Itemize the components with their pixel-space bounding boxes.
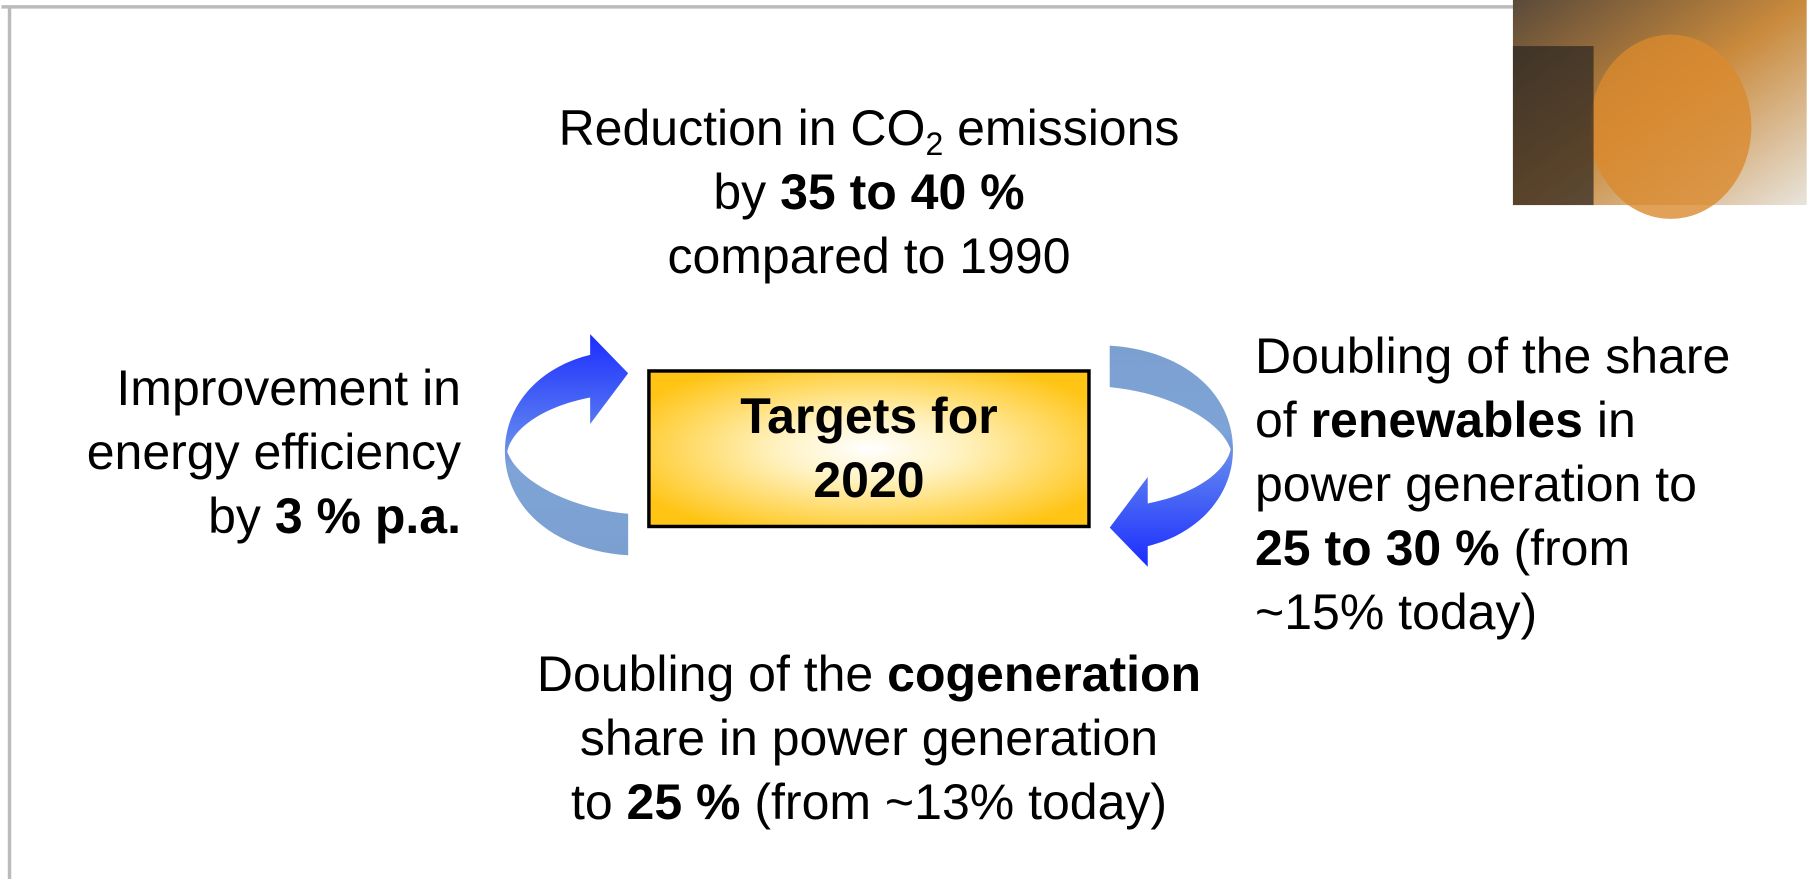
cogeneration-target: Doubling of the cogeneration share in pow… [369, 642, 1369, 834]
text-line: 25 to 30 % (from [1255, 516, 1730, 580]
text-run: to [570, 774, 627, 830]
left-arrow [504, 334, 629, 556]
text-run: emissions [943, 100, 1180, 156]
text-line: of renewables in [1255, 388, 1730, 452]
text-line: compared to 1990 [469, 224, 1269, 288]
text-line: Improvement in [20, 356, 461, 420]
text-run: (from [1499, 520, 1631, 576]
text-run: Improvement in [116, 360, 461, 416]
text-line: Targets for [649, 384, 1089, 448]
text-line: Reduction in CO2 emissions [469, 96, 1269, 160]
text-run: Targets for [740, 388, 998, 444]
text-run: power generation to [1255, 456, 1697, 512]
co2-target: Reduction in CO2 emissions by 35 to 40 % c… [469, 96, 1269, 288]
text-line: energy efficiency [20, 420, 461, 484]
text-run: by [713, 164, 781, 220]
text-run: share in power generation [579, 710, 1159, 766]
right-arrow [1109, 345, 1233, 567]
text-run: in [1582, 392, 1636, 448]
targets-title: Targets for 2020 [649, 384, 1089, 512]
text-line: share in power generation [369, 706, 1369, 770]
text-run: 3 % p.a. [274, 488, 461, 544]
text-run: 35 to 40 % [780, 164, 1025, 220]
photo-table [1590, 34, 1752, 219]
slide-frame [1, 5, 1513, 879]
renewables-target: Doubling of the share of renewables in pow… [1255, 324, 1730, 644]
photo-people [1512, 46, 1594, 206]
text-run: energy efficiency [86, 424, 461, 480]
text-run: renewables [1310, 392, 1583, 448]
text-run: 2020 [813, 452, 925, 508]
text-line: 2020 [649, 448, 1089, 512]
text-line: to 25 % (from ~13% today) [369, 770, 1369, 834]
text-line: by 3 % p.a. [20, 484, 461, 548]
text-run: of [1255, 392, 1311, 448]
text-run: (from ~13% today) [740, 774, 1168, 830]
text-line: ~15% today) [1255, 580, 1730, 644]
text-run: 2 [925, 126, 944, 162]
text-run: cogeneration [887, 646, 1202, 702]
target-box [647, 369, 1091, 529]
text-run: ~15% today) [1255, 584, 1538, 640]
text-line: Doubling of the share [1255, 324, 1730, 388]
text-line: by 35 to 40 % [469, 160, 1269, 224]
text-run: compared to 1990 [667, 228, 1071, 284]
text-run: by [208, 488, 275, 544]
text-run: Doubling of the share [1255, 328, 1731, 384]
text-line: power generation to [1255, 452, 1730, 516]
efficiency-target: Improvement in energy efficiency by 3 % p.… [20, 356, 461, 548]
text-run: Doubling of the [536, 646, 888, 702]
text-run: 25 % [626, 774, 741, 830]
text-run: 25 to 30 % [1255, 520, 1500, 576]
text-line: Doubling of the cogeneration [369, 642, 1369, 706]
text-run: Reduction in CO [558, 100, 926, 156]
